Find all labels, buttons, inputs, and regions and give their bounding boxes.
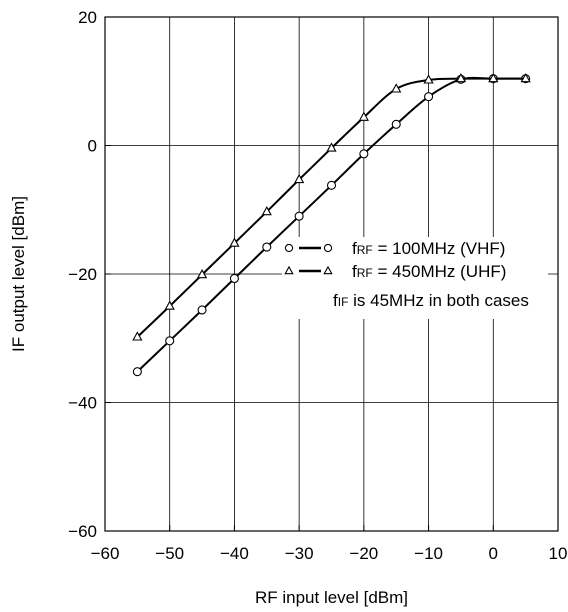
x-tick-label: 0 <box>489 544 498 563</box>
data-point-circle <box>165 336 175 346</box>
x-tick-label: −10 <box>414 544 443 563</box>
legend-label-subscript: RF <box>357 243 373 257</box>
series-triangle <box>132 72 531 341</box>
series-line <box>136 76 526 373</box>
data-point-triangle <box>284 265 294 275</box>
legend-label: fRF = 100MHz (VHF) <box>352 239 505 258</box>
x-tick-label: −60 <box>91 544 120 563</box>
data-point-triangle <box>520 72 531 83</box>
legend-label-text: = 450MHz (UHF) <box>373 262 507 281</box>
data-point-circle <box>391 119 401 129</box>
x-tick-label: −50 <box>155 544 184 563</box>
x-tick-label: 10 <box>549 544 568 563</box>
legend-note-prefix: f <box>333 291 338 310</box>
data-point-circle <box>323 243 333 253</box>
legend-label-text: = 100MHz (VHF) <box>373 239 506 258</box>
data-point-circle <box>132 367 142 377</box>
y-tick-labels: −60 −40 −20 0 20 <box>68 8 111 541</box>
legend-entry: fRF = 450MHz (UHF) <box>284 262 506 281</box>
data-point-circle <box>326 180 337 190</box>
legend-label-subscript: RF <box>357 266 373 280</box>
legend-note-text: is 45MHz in both cases <box>348 291 528 310</box>
data-point-circle <box>284 243 294 253</box>
x-tick-label: −20 <box>349 544 378 563</box>
x-tick-label: −30 <box>285 544 314 563</box>
y-tick-label: −20 <box>68 265 97 284</box>
legend-label-prefix: f <box>352 262 357 281</box>
data-point-triangle <box>455 72 467 83</box>
data-point-triangle <box>196 268 208 279</box>
legend-note-subscript: IF <box>338 295 349 309</box>
data-point-triangle <box>326 142 337 152</box>
legend: fRF = 100MHz (VHF)fRF = 450MHz (UHF)fIF … <box>282 237 548 319</box>
x-tick-labels: −60 −50 −40 −30 −20 −10 0 10 <box>91 525 568 563</box>
data-point-circle <box>262 242 272 252</box>
legend-label-prefix: f <box>352 239 357 258</box>
data-point-circle <box>197 305 207 315</box>
y-tick-label: 20 <box>78 8 97 27</box>
x-tick-label: −40 <box>220 544 249 563</box>
x-axis-label: RF input level [dBm] <box>255 588 408 607</box>
data-point-circle <box>424 92 434 102</box>
data-point-circle <box>294 211 304 221</box>
data-point-triangle <box>423 74 434 84</box>
data-point-triangle <box>323 265 333 275</box>
series-layer <box>132 72 531 377</box>
data-point-triangle <box>358 111 369 121</box>
data-point-triangle <box>391 83 402 93</box>
y-tick-label: 0 <box>88 137 97 156</box>
data-point-triangle <box>488 72 499 83</box>
data-point-triangle <box>261 205 272 216</box>
legend-note: fIF is 45MHz in both cases <box>333 291 529 310</box>
data-point-circle <box>229 273 239 284</box>
data-point-triangle <box>229 237 240 247</box>
legend-label: fRF = 450MHz (UHF) <box>352 262 506 281</box>
y-axis-label: IF output level [dBm] <box>9 196 28 352</box>
legend-entry: fRF = 100MHz (VHF) <box>284 239 505 258</box>
data-point-triangle <box>164 300 175 310</box>
y-tick-label: −60 <box>68 522 97 541</box>
data-point-triangle <box>294 173 305 184</box>
y-tick-label: −40 <box>68 394 97 413</box>
data-point-triangle <box>132 331 143 341</box>
series-circle <box>132 74 531 377</box>
data-point-circle <box>359 149 369 159</box>
